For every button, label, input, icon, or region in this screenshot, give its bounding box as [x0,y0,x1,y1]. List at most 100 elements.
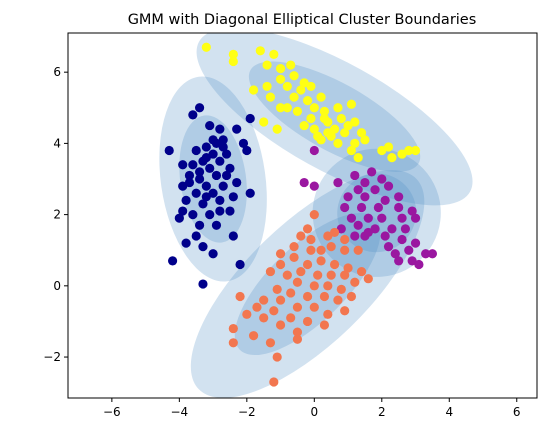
data-point [225,206,235,216]
data-point [296,85,306,95]
data-point [333,295,343,305]
data-point [309,302,319,312]
data-point [356,266,367,277]
data-point [394,256,404,266]
data-point [309,124,319,134]
data-point [390,249,400,259]
data-point [319,113,330,124]
data-point [370,224,380,234]
data-point [248,85,259,95]
data-point [167,256,178,266]
data-point [208,188,218,198]
data-point [340,306,350,316]
data-point [397,149,407,159]
data-point [255,46,265,56]
data-point [275,295,286,305]
x-tick-label: −4 [170,405,188,419]
data-point [329,227,340,238]
data-point [316,92,326,102]
data-point [367,167,377,177]
data-point [373,202,384,213]
data-point [289,242,299,252]
data-point [363,213,373,223]
data-point [404,245,414,255]
data-point [410,238,421,248]
data-point [228,192,238,202]
data-point [245,188,255,198]
data-point [232,124,242,134]
data-point [410,145,421,156]
data-point [397,213,407,223]
data-point [340,270,350,280]
data-point [313,131,323,141]
data-point [286,288,296,298]
data-point [383,181,394,191]
data-point [275,320,286,330]
data-point [228,56,238,67]
data-point [265,92,276,102]
data-points [164,42,438,387]
data-point [346,213,357,223]
data-point [242,309,252,319]
data-point [313,270,323,280]
data-point [201,192,211,202]
data-point [302,259,313,270]
data-point [350,231,360,241]
data-point [188,210,198,220]
data-point [218,135,228,145]
data-point [343,263,353,273]
x-tick-label: 2 [378,405,386,419]
data-point [363,274,373,284]
data-point [346,145,357,156]
data-point [340,202,350,213]
data-point [286,60,296,70]
data-point [191,145,201,156]
data-point [360,135,370,145]
data-point [343,120,353,131]
data-point [407,256,417,266]
data-point [228,49,238,59]
data-point [174,213,184,223]
data-point [228,323,238,334]
cluster-boundaries [159,33,473,398]
data-point [205,163,215,173]
data-point [208,149,218,159]
data-point [289,71,299,81]
data-point [221,149,232,159]
data-point [299,78,309,88]
data-point [235,259,245,270]
data-point [353,185,363,195]
data-point [205,120,215,131]
data-point [194,103,205,113]
data-point [343,192,353,202]
data-point [184,170,195,181]
data-point [387,153,397,163]
data-point [414,259,424,270]
data-point [191,188,201,198]
data-point [346,291,357,302]
data-point [275,64,286,74]
data-point [377,145,387,156]
data-point [394,202,404,213]
y-tick-label: 4 [53,136,61,150]
data-point [360,192,370,202]
data-point [329,124,340,134]
data-point [407,206,417,216]
data-point [299,120,309,131]
data-point [245,113,255,124]
data-point [302,224,313,234]
data-point [309,181,319,191]
data-point [178,160,188,170]
data-point [326,131,336,141]
data-point [198,242,208,252]
data-point [242,145,252,156]
data-point [275,259,286,270]
data-point [309,281,319,291]
data-point [286,313,296,323]
data-point [306,245,316,255]
data-point [404,145,414,156]
data-point [333,138,343,148]
chart-title: GMM with Diagonal Elliptical Cluster Bou… [128,12,477,28]
data-point [252,302,262,312]
data-point [400,224,411,234]
